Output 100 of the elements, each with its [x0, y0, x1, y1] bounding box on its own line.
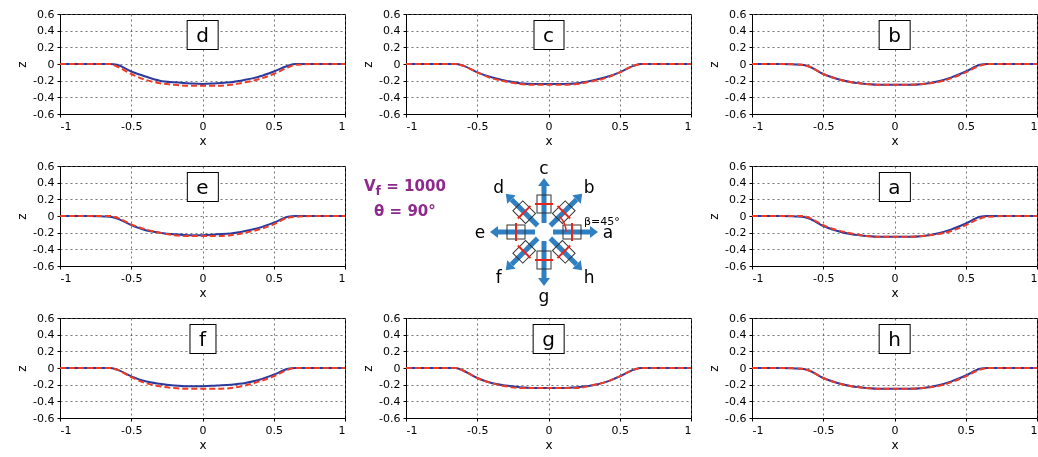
- x-tick-label: -1: [406, 119, 418, 133]
- annotation: f: [188, 324, 217, 354]
- x-axis-title: x: [545, 133, 553, 148]
- x-tick-label: -0.5: [813, 423, 835, 437]
- y-tick-label: -0.2: [725, 378, 747, 392]
- y-tick-label: 0.4: [729, 328, 747, 342]
- x-tick-label: -0.5: [813, 119, 835, 133]
- text: c: [539, 158, 549, 178]
- y-tick-label: 0: [47, 361, 55, 375]
- x-tick-label: -1: [60, 423, 72, 437]
- x-tick-label: 0: [545, 423, 553, 437]
- y-tick-label: 0.6: [383, 7, 401, 21]
- y-axis-title: z: [15, 61, 30, 68]
- x-tick-label: 0: [891, 119, 899, 133]
- y-tick-label: 0.4: [37, 176, 55, 190]
- y-tick-label: -0.6: [33, 411, 55, 425]
- y-tick-label: -0.6: [33, 107, 55, 121]
- x-axis-title: x: [199, 437, 207, 452]
- y-tick-label: -0.2: [725, 226, 747, 240]
- y-tick-label: 0: [393, 361, 401, 375]
- x-axis-title: x: [891, 437, 899, 452]
- x-tick-label: 1: [1030, 119, 1038, 133]
- y-tick-label: -0.4: [725, 394, 747, 408]
- y-tick-label: 0.2: [729, 344, 747, 358]
- text: β=45°: [584, 215, 620, 228]
- y-tick-label: 0.4: [37, 24, 55, 38]
- y-tick-label: 0: [739, 209, 747, 223]
- x-axis-title: x: [891, 133, 899, 148]
- x-tick-label: -1: [60, 119, 72, 133]
- x-axis-title: x: [891, 285, 899, 300]
- text: h: [583, 267, 595, 288]
- y-tick-label: 0.6: [37, 159, 55, 173]
- x-tick-label: 1: [338, 271, 346, 285]
- x-tick-label: -0.5: [121, 423, 143, 437]
- y-tick-label: 0.6: [729, 311, 747, 325]
- y-axis-title: z: [361, 365, 376, 372]
- x-axis-title: x: [545, 437, 553, 452]
- x-axis-title: x: [199, 285, 207, 300]
- x-tick-label: 0: [545, 119, 553, 133]
- y-tick-label: 0.4: [729, 24, 747, 38]
- y-tick-label: 0: [393, 57, 401, 71]
- x-tick-label: -0.5: [813, 271, 835, 285]
- x-tick-label: 0: [199, 119, 207, 133]
- y-tick-label: -0.6: [379, 107, 401, 121]
- y-tick-label: -0.2: [379, 378, 401, 392]
- y-tick-label: 0.6: [37, 7, 55, 21]
- y-tick-label: 0.4: [383, 328, 401, 342]
- y-axis-title: z: [15, 213, 30, 220]
- x-tick-label: 0.5: [957, 271, 975, 285]
- y-tick-label: -0.6: [725, 259, 747, 273]
- y-tick-label: -0.4: [725, 90, 747, 104]
- y-axis-title: z: [15, 365, 30, 372]
- x-tick-label: 1: [338, 423, 346, 437]
- x-tick-label: 0.5: [611, 119, 629, 133]
- y-tick-label: 0: [739, 361, 747, 375]
- text: e: [474, 222, 486, 242]
- x-tick-label: -1: [60, 271, 72, 285]
- x-tick-label: 0: [891, 271, 899, 285]
- y-tick-label: -0.6: [725, 107, 747, 121]
- y-tick-label: -0.6: [379, 411, 401, 425]
- y-tick-label: -0.2: [33, 226, 55, 240]
- y-tick-label: -0.4: [33, 90, 55, 104]
- x-tick-label: 1: [1030, 271, 1038, 285]
- y-axis-title: z: [707, 365, 722, 372]
- y-axis-title: z: [707, 213, 722, 220]
- x-tick-label: 0: [891, 423, 899, 437]
- x-tick-label: -0.5: [121, 119, 143, 133]
- y-tick-label: -0.2: [33, 378, 55, 392]
- x-tick-label: 1: [1030, 423, 1038, 437]
- y-tick-label: -0.2: [379, 74, 401, 88]
- y-axis-title: z: [361, 61, 376, 68]
- annotation: c: [533, 20, 564, 50]
- x-tick-label: -1: [752, 271, 764, 285]
- y-tick-label: 0.2: [37, 40, 55, 54]
- text: d: [493, 176, 505, 197]
- y-tick-label: 0.2: [383, 344, 401, 358]
- x-tick-label: -0.5: [121, 271, 143, 285]
- y-tick-label: -0.4: [33, 394, 55, 408]
- x-axis-title: x: [199, 133, 207, 148]
- text: b: [583, 176, 595, 197]
- x-tick-label: -1: [752, 423, 764, 437]
- y-tick-label: 0.6: [729, 7, 747, 21]
- x-tick-label: 1: [338, 119, 346, 133]
- y-tick-label: -0.4: [379, 90, 401, 104]
- x-tick-label: 0.5: [957, 119, 975, 133]
- x-tick-label: 0.5: [957, 423, 975, 437]
- y-tick-label: -0.4: [33, 242, 55, 256]
- x-tick-label: 0: [199, 271, 207, 285]
- x-tick-label: -0.5: [467, 119, 489, 133]
- y-tick-label: -0.6: [725, 411, 747, 425]
- x-tick-label: 0: [199, 423, 207, 437]
- y-tick-label: -0.2: [33, 74, 55, 88]
- x-tick-label: -1: [752, 119, 764, 133]
- y-tick-label: 0: [47, 209, 55, 223]
- x-tick-label: 1: [684, 423, 692, 437]
- y-tick-label: 0.6: [729, 159, 747, 173]
- annotation: g: [532, 324, 565, 354]
- x-tick-label: 0.5: [265, 119, 283, 133]
- y-tick-label: 0.4: [383, 24, 401, 38]
- annotation: e: [186, 172, 219, 202]
